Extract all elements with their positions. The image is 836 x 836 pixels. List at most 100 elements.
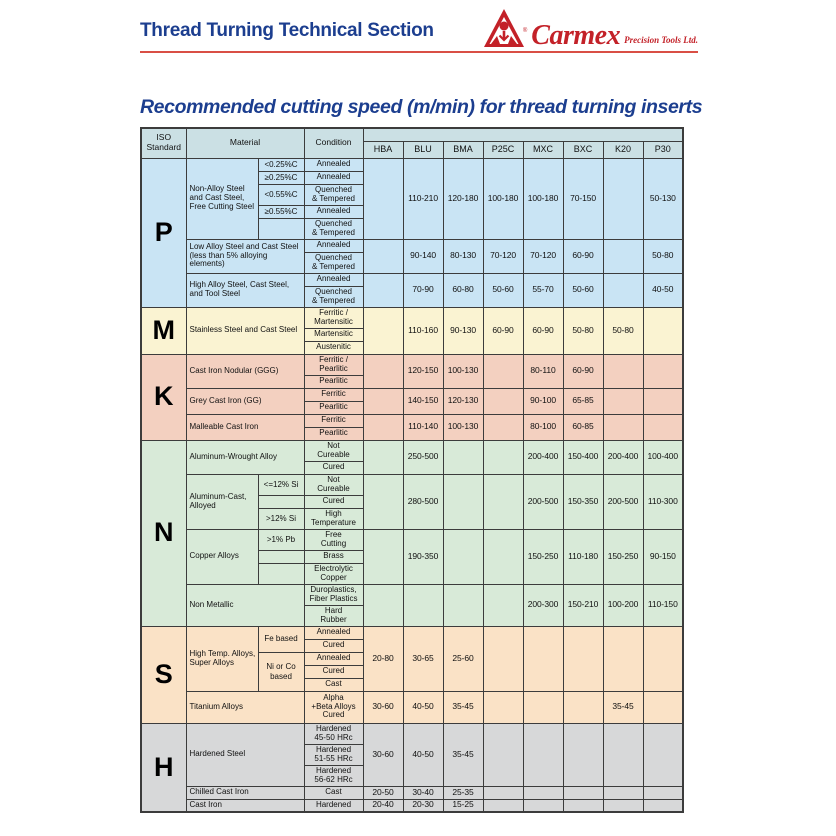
condition-cell: Cured [303, 664, 364, 679]
table-row: Malleable Cast Iron Ferritic 110-140 100-13… [141, 413, 684, 441]
table-row: M Stainless Steel and Cast Steel Ferritic … [140, 306, 684, 355]
speed-value-cell: 200-500 [602, 473, 644, 530]
carmex-wordmark: Carmex [531, 19, 621, 51]
speed-value-cell [642, 306, 684, 355]
condition-cell: Quenched & Tempered [303, 183, 364, 206]
material-cell: Copper Alloys [185, 528, 259, 585]
speed-value-cell: 120-180 [442, 157, 484, 240]
speed-value-cell [642, 798, 684, 813]
speed-value-cell [482, 583, 524, 627]
speed-value-cell [442, 473, 484, 530]
iso-band-cell: K [140, 353, 187, 441]
condition-cell: Annealed [303, 651, 364, 666]
speed-value-cell: 150-250 [602, 528, 644, 585]
speed-value-cell [602, 387, 644, 415]
speed-value-cell: 20-40 [362, 798, 404, 813]
grades-band [362, 127, 684, 142]
speed-value-cell: 60-90 [482, 306, 524, 355]
speed-value-cell: 20-50 [362, 785, 404, 800]
table-row: Cast Iron Hardened 20-40 20-30 15-25 [141, 798, 684, 813]
condition-cell: Ferritic / Martensitic [303, 306, 364, 329]
condition-cell: Not Cureable [303, 473, 364, 496]
speed-value-cell: 110-150 [642, 583, 684, 627]
speed-value-cell: 65-85 [562, 387, 604, 415]
grade-column-header: BMA [442, 140, 484, 159]
table-row: Quenched & Tempered [141, 285, 683, 308]
material-subtype-cell: ≥0.25%C [257, 170, 305, 185]
condition-cell: Annealed [303, 157, 364, 172]
speed-value-cell: 120-130 [442, 387, 484, 415]
speed-value-cell: 200-400 [522, 439, 564, 475]
speed-value-cell [482, 528, 524, 585]
table-row: Electrolytic Copper [141, 562, 683, 585]
speed-value-cell: 40-50 [642, 272, 684, 308]
condition-cell: Hardened 45-50 HRc [303, 722, 364, 745]
speed-value-cell [642, 722, 684, 787]
table-row: Pearlitic [141, 400, 683, 415]
table-row: Low Alloy Steel and Cast Steel (less tha… [141, 238, 684, 274]
material-subtype-cell [257, 217, 305, 240]
speed-value-cell: 120-150 [402, 353, 444, 389]
speed-value-cell [482, 722, 524, 787]
speed-value-cell: 50-60 [482, 272, 524, 308]
speed-value-cell [362, 528, 404, 585]
material-cell: Titanium Alloys [185, 690, 305, 724]
material-cell: Aluminum-Cast, Alloyed [185, 473, 259, 530]
speed-value-cell: 60-80 [442, 272, 484, 308]
table-header-row: ISO Standard Material Condition [140, 127, 684, 159]
speed-value-cell: 140-150 [402, 387, 444, 415]
material-cell: Low Alloy Steel and Cast Steel (less tha… [185, 238, 305, 274]
table-row: N Aluminum-Wrought Alloy Not Cureable 250-5… [140, 439, 684, 627]
grade-column-header: BXC [562, 140, 604, 159]
condition-cell: Hard Rubber [303, 604, 364, 627]
material-cell: Aluminum-Wrought Alloy [185, 439, 305, 475]
speed-value-cell: 20-30 [402, 798, 444, 813]
condition-header: Condition [303, 127, 364, 159]
speed-value-cell [642, 353, 684, 389]
table-row: Hardened 56-62 HRc [141, 764, 683, 787]
grade-column-header: K20 [602, 140, 644, 159]
material-cell: Stainless Steel and Cast Steel [185, 306, 305, 355]
condition-cell: Alpha +Beta Alloys Cured [303, 690, 364, 724]
table-row: Cured [141, 638, 683, 653]
speed-value-cell [362, 238, 404, 274]
speed-value-cell: 90-140 [402, 238, 444, 274]
speed-value-cell: 60-90 [562, 238, 604, 274]
condition-cell: Austenitic [303, 340, 364, 355]
condition-cell: Annealed [303, 625, 364, 640]
speed-value-cell: 50-80 [602, 306, 644, 355]
condition-cell: Cast [303, 785, 364, 800]
speed-value-cell: 35-45 [602, 690, 644, 724]
condition-cell: Hardened 56-62 HRc [303, 764, 364, 787]
condition-cell: Cast [303, 677, 364, 692]
speed-value-cell [362, 387, 404, 415]
speed-value-cell: 110-140 [402, 413, 444, 441]
condition-cell: Electrolytic Copper [303, 562, 364, 585]
speed-value-cell [602, 238, 644, 274]
speed-value-cell: 60-90 [562, 353, 604, 389]
material-subtype-cell: Fe based [257, 625, 305, 653]
speed-value-cell [482, 690, 524, 724]
speed-value-cell: 25-60 [442, 625, 484, 692]
speed-value-cell [482, 625, 524, 692]
material-cell: Hardened Steel [185, 722, 305, 787]
speed-value-cell [602, 798, 644, 813]
table-row: Non Metallic Duroplastics, Fiber Plastics… [141, 583, 684, 627]
condition-cell: Brass [303, 549, 364, 564]
speed-value-cell [562, 690, 604, 724]
speed-value-cell [642, 625, 684, 692]
material-cell: Malleable Cast Iron [185, 413, 305, 441]
speed-value-cell [522, 722, 564, 787]
table-row: Martensitic [141, 327, 683, 342]
speed-value-cell: 100-130 [442, 413, 484, 441]
iso-band-cell: H [140, 722, 187, 813]
iso-band-cell: S [140, 625, 187, 724]
condition-cell: Annealed [303, 204, 364, 219]
table-row: >12% Si High Temperature [141, 507, 683, 530]
cutting-speed-table: ISO Standard Material Condition HBA BLU BM… [140, 127, 685, 813]
grade-column-header: P25C [482, 140, 524, 159]
speed-value-cell: 150-400 [562, 439, 604, 475]
speed-value-cell [522, 625, 564, 692]
speed-value-cell: 40-50 [402, 690, 444, 724]
